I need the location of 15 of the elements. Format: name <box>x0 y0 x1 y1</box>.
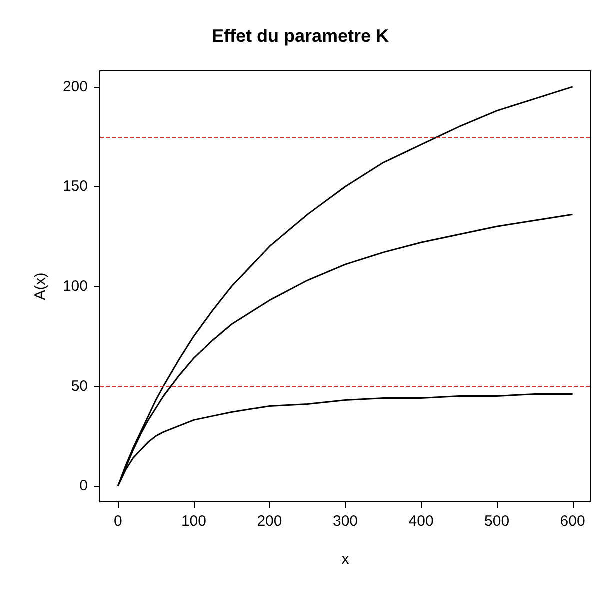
x-tick-label: 600 <box>560 513 586 530</box>
y-axis-title: A(x) <box>32 272 49 300</box>
x-tick-label: 200 <box>257 513 282 530</box>
x-tick-label: 300 <box>332 513 358 530</box>
y-tick-label: 200 <box>62 78 88 96</box>
x-tick-label: 400 <box>408 513 434 530</box>
y-tick-label: 100 <box>62 278 88 295</box>
x-tick-label: 100 <box>181 513 206 530</box>
x-axis-title: x <box>342 551 350 568</box>
x-tick-label: 0 <box>114 513 122 530</box>
chart-title: Effet du parametre K <box>212 26 390 46</box>
y-tick-label: 150 <box>62 178 88 196</box>
y-tick-label: 0 <box>80 478 88 495</box>
x-tick-label: 500 <box>484 513 510 530</box>
y-tick-label: 50 <box>71 378 88 395</box>
